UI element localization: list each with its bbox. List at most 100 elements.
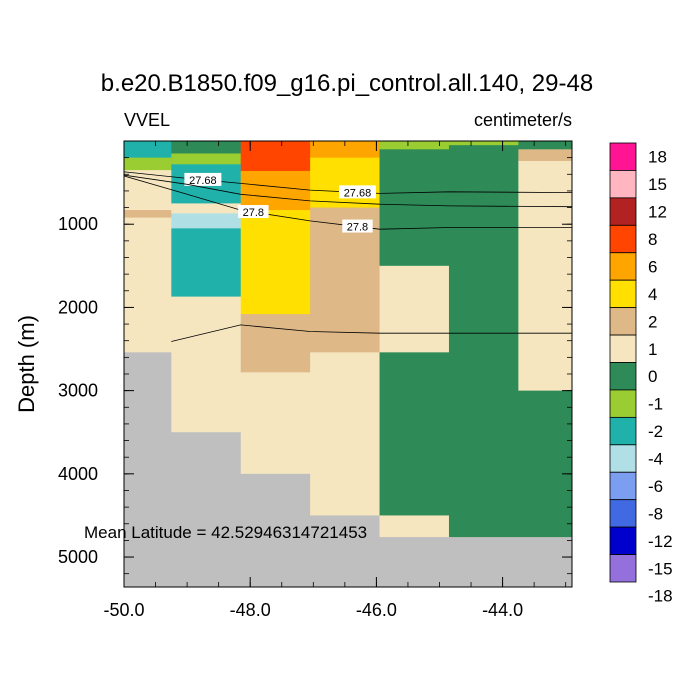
colorbar-swatch (609, 526, 637, 555)
colorbar-swatch (609, 224, 637, 254)
x-tick-labels: -50.0 -48.0 -46.0 -44.0 (103, 600, 523, 620)
heatmap-cell (448, 537, 519, 588)
heatmap-cell (240, 170, 311, 211)
colorbar-label: -2 (648, 422, 663, 441)
colorbar-swatch (609, 362, 637, 391)
colorbar-swatch (609, 334, 637, 363)
heatmap-cell (518, 537, 573, 588)
heatmap-cell (310, 141, 381, 159)
heatmap-cell (518, 160, 573, 392)
axis-ticks (123, 141, 572, 587)
colorbar-swatch (609, 170, 637, 199)
heatmap-cell (171, 203, 242, 214)
contour-line (123, 174, 573, 208)
heatmap-cell (310, 515, 381, 588)
heatmap-cell (124, 141, 172, 159)
contour-label-box (342, 219, 373, 233)
heatmap-cell (518, 149, 573, 162)
heatmap-cell (240, 473, 311, 588)
heatmap-cell (124, 352, 172, 588)
colorbar: 18 15 12 8 6 4 2 1 0 -1 -2 -4 -6 -8 -12 -15 -18 (609, 142, 673, 606)
heatmap-cell (518, 141, 573, 150)
heatmap-cell (171, 228, 242, 298)
contour-label: 27.68 (189, 175, 217, 187)
colorbar-label: 8 (648, 230, 657, 249)
x-tick-label: -46.0 (356, 600, 397, 620)
colorbar-label: -18 (648, 587, 673, 606)
heatmap-cell (171, 432, 242, 588)
y-tick-label: 3000 (58, 381, 98, 401)
heatmap-cell (124, 170, 172, 211)
heatmap-cell (310, 157, 381, 209)
colorbar-label: -1 (648, 395, 663, 414)
density-contours: 27.68 27.68 27.8 27.8 (123, 171, 573, 342)
colorbar-label: 12 (648, 203, 667, 222)
y-tick-label: 4000 (58, 464, 98, 484)
colorbar-swatch (609, 252, 637, 281)
colorbar-label: 1 (648, 340, 657, 359)
contour-label-box (238, 205, 269, 219)
heatmap-cell (379, 149, 450, 267)
heatmap-cell (379, 515, 450, 538)
colorbar-swatch (609, 416, 637, 446)
heatmap-cell (379, 141, 450, 150)
plot-frame (123, 140, 573, 588)
heatmap-cell (124, 217, 172, 353)
units-label: centimeter/s (474, 110, 572, 130)
colorbar-label: -6 (648, 477, 663, 496)
heatmap-cell (310, 352, 381, 516)
colorbar-swatch (609, 499, 637, 528)
colorbar-swatch (609, 389, 637, 418)
contour-line (171, 324, 572, 342)
contour-label: 27.8 (347, 222, 368, 234)
contour-label: 27.68 (344, 187, 372, 199)
contour-label-box (338, 185, 376, 199)
heatmap-cell (171, 153, 242, 165)
contour-label-box (184, 172, 222, 186)
colorbar-label: -15 (648, 559, 673, 578)
heatmap-cell (171, 141, 242, 154)
heatmap-cell (240, 372, 311, 475)
y-tick-label: 2000 (58, 297, 98, 317)
heatmap-cell (379, 537, 450, 588)
mean-latitude-annotation: Mean Latitude = 42.52946314721453 (84, 523, 367, 542)
heatmap-cell (518, 390, 573, 538)
heatmap-cell (448, 145, 519, 538)
chart-title: b.e20.B1850.f09_g16.pi_control.all.140, … (101, 70, 593, 97)
colorbar-label: -4 (648, 450, 663, 469)
heatmap-cell (240, 314, 311, 373)
colorbar-label: 2 (648, 312, 657, 331)
colorbar-label: -12 (648, 532, 673, 551)
colorbar-swatch (609, 197, 637, 226)
colorbar-label: 4 (648, 285, 657, 304)
heatmap-cell (240, 141, 311, 172)
contour-label: 27.8 (243, 207, 264, 219)
contour-line (123, 175, 572, 230)
colorbar-label: -8 (648, 504, 663, 523)
y-tick-labels: 1000 2000 3000 4000 5000 (58, 214, 98, 567)
heatmap-cell (448, 141, 519, 146)
heatmap-cell (379, 265, 450, 353)
heatmap-cell (240, 210, 311, 315)
colorbar-swatch (609, 554, 637, 583)
colorbar-swatch (609, 142, 637, 171)
heatmap-cell (124, 157, 172, 171)
colorbar-label: 0 (648, 367, 657, 386)
y-axis-label: Depth (m) (14, 315, 39, 413)
colorbar-label: 15 (648, 175, 667, 194)
heatmap-cells (124, 141, 573, 588)
colorbar-swatch (609, 307, 637, 336)
colorbar-swatch (609, 471, 637, 501)
variable-label: VVEL (124, 110, 170, 130)
heatmap-cell (379, 352, 450, 516)
colorbar-swatch (609, 279, 637, 309)
colorbar-label: 6 (648, 257, 657, 276)
heatmap-cell (124, 210, 172, 219)
colorbar-label: 18 (648, 148, 667, 167)
x-tick-label: -48.0 (230, 600, 271, 620)
colorbar-swatch (609, 444, 637, 473)
heatmap-cell (171, 296, 242, 433)
x-tick-label: -50.0 (103, 600, 144, 620)
y-tick-label: 5000 (58, 547, 98, 567)
